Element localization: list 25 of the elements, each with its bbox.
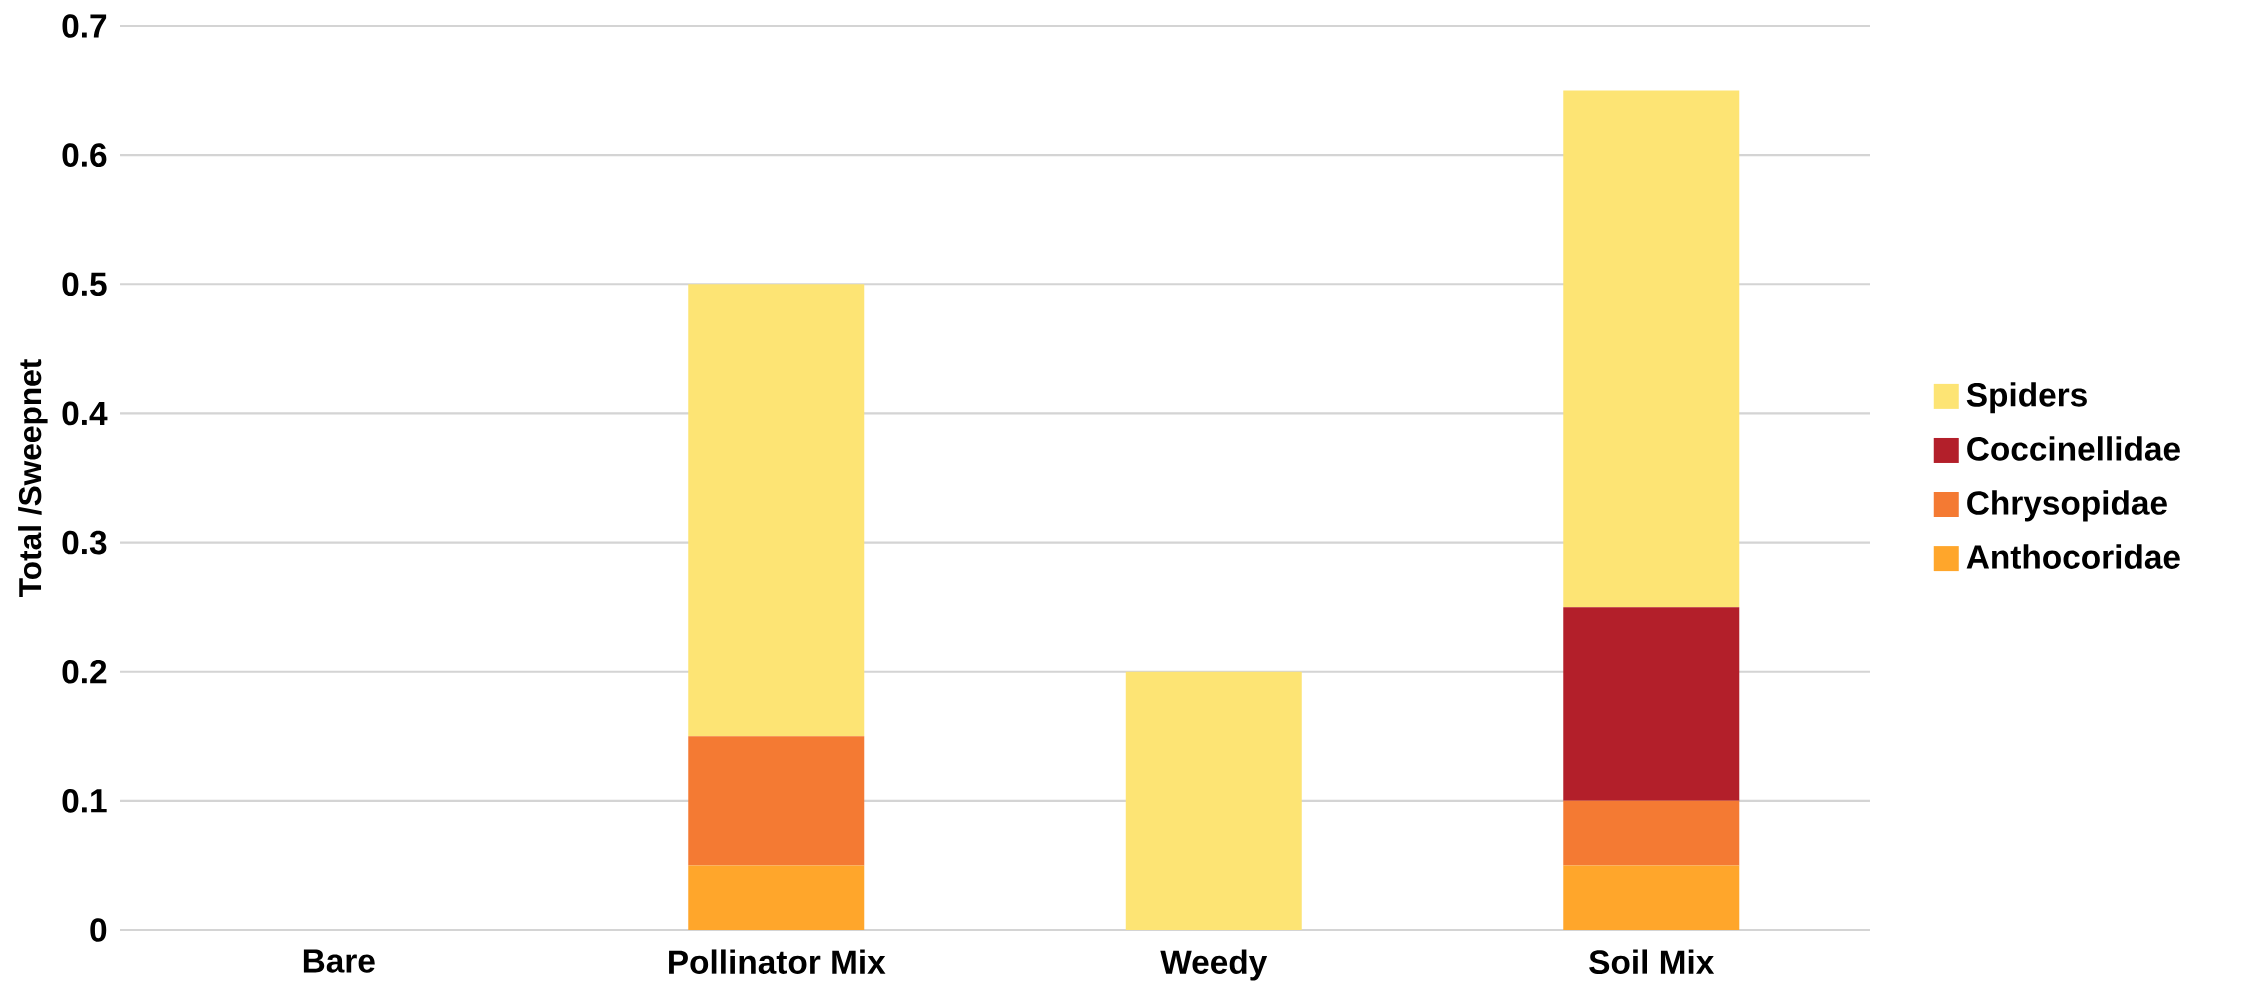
y-axis-title: Total /Sweepnet (18, 359, 48, 597)
bar (1563, 607, 1740, 801)
legend-label: Spiders (1966, 382, 2087, 414)
bar (1563, 865, 1740, 930)
y-tick-label: 0.5 (62, 272, 107, 297)
x-tick-label: Soil Mix (1589, 949, 1715, 974)
legend-label: Coccinellidae (1967, 436, 2180, 461)
y-tick-label: 0.3 (62, 530, 107, 555)
bar (688, 736, 865, 866)
legend-label: Chrysopidae (1967, 490, 2167, 522)
bar (1125, 671, 1302, 930)
x-tick-label: Bare (303, 949, 375, 973)
x-tick-label: Weedy (1160, 949, 1268, 981)
y-tick-label: 0 (90, 918, 107, 942)
y-tick-label: 0.4 (62, 401, 108, 426)
y-tick-label: 0.6 (62, 143, 107, 167)
bar (1563, 800, 1740, 866)
bar (1563, 90, 1740, 608)
bar (688, 284, 865, 737)
bar (688, 865, 865, 930)
legend-label: Anthocoridae (1966, 544, 2180, 569)
x-tick-label: Pollinator Mix (669, 949, 886, 974)
y-tick-label: 0.7 (62, 14, 107, 38)
y-tick-label: 0.1 (62, 789, 107, 813)
y-tick-label: 0.2 (62, 659, 107, 684)
